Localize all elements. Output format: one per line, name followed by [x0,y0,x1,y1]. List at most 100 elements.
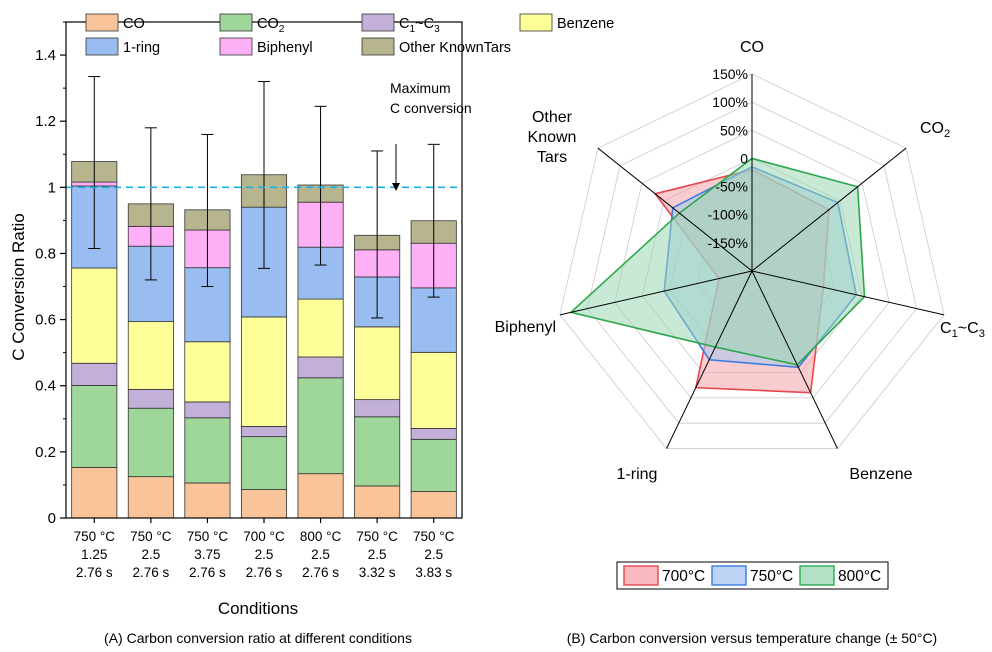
bar-segment [410,351,457,429]
radar-area [569,157,866,366]
y-tick-label: 0.8 [35,245,56,262]
bar-segment [297,377,344,475]
bar-segment [240,316,288,427]
bar-segment [354,485,401,519]
stacked-bar-chart: 00.20.40.60.811.21.4 750 °C1.252.76 s750… [9,13,614,646]
x-tick-label: 2.76 s [132,565,169,580]
x-tick-label: 750 °C [356,529,398,544]
x-tick-label: 700 °C [243,529,285,544]
legend-swatch [799,565,835,586]
y-tick-label: 0.6 [35,312,56,329]
legend-label: Biphenyl [257,40,313,56]
legend-label: C1~C3 [399,16,440,35]
radar-series [569,157,866,394]
y-tick-label: 1.4 [35,47,56,64]
max-conversion-annotation: Maximum C conversion [390,80,472,191]
bar-segment [127,476,174,519]
legend-swatch [219,13,253,32]
bar-segment [297,356,344,379]
legend-box [616,561,889,590]
legend-label: CO2 [257,16,285,35]
caption-b: (B) Carbon conversion versus temperature… [567,630,937,646]
error-bars [88,76,440,319]
bar-segment [71,385,118,468]
bar-segment [127,321,174,390]
legend-swatch [519,13,553,32]
bar-segment [184,401,231,419]
legend-swatch [219,37,253,56]
bar-segment [71,467,118,519]
radar-tick-labels: 150% 100% 50% 0 -50% -100% -150% [708,66,749,251]
x-tick-label: 2.5 [255,547,274,562]
radar-axis-label: 1-ring [617,466,658,483]
y-tick-label: 1.2 [35,113,56,130]
x-axis-ticks: 750 °C 1.25 2.76 s 750 °C 2.5 2.76 s 750 °C 3.7… [74,518,455,580]
x-tick-label: 750 °C [74,529,116,544]
y-axis-ticks: 0 0.2 0.4 0.6 0.8 1 1.2 1.4 [35,21,66,527]
bar-segment [71,267,118,364]
radar-axis-label-part: Other [532,109,573,126]
x-tick-label: 3.32 s [359,565,396,580]
x-tick-label: 2.5 [368,547,387,562]
radar-tick-label: 0 [740,150,748,166]
x-tick-label: 2.5 [424,547,443,562]
annotation-line: C conversion [390,100,472,116]
spoke [751,147,907,272]
bar-segment [297,298,344,358]
x-tick-label: 3.75 [194,547,220,562]
bar-segment [354,399,401,418]
legend-label: CO [123,16,145,32]
x-tick-label: 2.5 [311,547,330,562]
x-tick-label: 2.76 s [76,565,113,580]
grid-ring [559,73,945,449]
legend-swatch [85,13,119,32]
radar-tick-label: -50% [715,179,748,195]
radar-tick-label: -100% [708,207,748,223]
x-tick-label: 750 °C [413,529,455,544]
x-tick-label: 2.76 s [189,565,226,580]
legend-swatch [85,37,119,56]
radar-axis-label: C1~C3 [940,320,985,340]
radar-axis-label: Biphenyl [495,319,556,336]
grid-ring [614,129,890,399]
bar-segment [410,427,457,440]
legend-label: 700°C [662,568,705,585]
bar-segment [71,362,118,386]
x-tick-label: 2.76 s [302,565,339,580]
radar-spokes [559,74,945,449]
x-tick-label: 2.5 [141,547,160,562]
spoke [751,270,945,316]
bar-segment [240,489,288,519]
grid-ring [586,101,918,424]
bar-segment [354,326,401,401]
spoke [666,270,753,449]
bar-segment [410,491,457,519]
y-tick-label: 1 [48,179,56,196]
bar-segment [184,417,231,484]
y-tick-label: 0 [48,510,56,527]
legend-label: 800°C [838,568,881,585]
bar-segment [354,416,401,487]
legend-swatch [361,13,395,32]
y-tick-label: 0.2 [35,444,56,461]
radar-tick-label: 50% [720,122,748,138]
legend-label: 1-ring [123,40,160,56]
spoke [751,270,838,449]
radar-axis-label: Benzene [849,466,912,483]
x-tick-label: 1.25 [81,547,107,562]
radar-axis-labels: CO CO2 C1~C3 Benzene 1-ring Biphenyl Other Know… [495,39,985,483]
bar-segment [410,438,457,492]
legend-label: Benzene [557,16,614,32]
y-tick-label: 0.4 [35,378,56,395]
legend-label: 750°C [750,568,793,585]
annotation-line: Maximum [390,80,451,96]
bar-segment [184,482,231,519]
radar-axis-label-part: Known [528,129,577,146]
legend-swatch [711,565,747,586]
bar-segment [297,473,344,519]
radar-tick-label: 150% [712,66,748,82]
bar-segment [127,407,174,478]
caption-a: (A) Carbon conversion ratio at different… [104,630,412,646]
